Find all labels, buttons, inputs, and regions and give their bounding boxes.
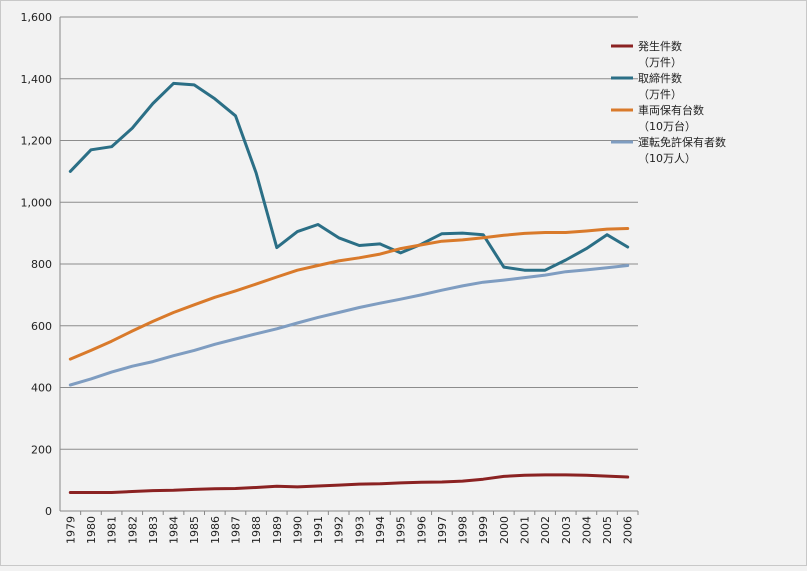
x-tick-label: 1979 [64, 516, 77, 544]
x-tick-label: 1988 [250, 516, 263, 544]
y-tick-label: 200 [31, 443, 52, 456]
x-tick-labels: 1979 1980 1981 1982 1983 1984 1985 1986 1987 1988… [64, 511, 639, 544]
series-lines [68, 81, 630, 494]
x-tick-label: 1980 [85, 516, 98, 544]
x-tick-label: 1984 [168, 516, 181, 544]
legend-label: 車両保有台数 [638, 103, 704, 117]
y-tick-label: 1,400 [21, 73, 53, 86]
x-tick-label: 1983 [147, 516, 160, 544]
x-tick-label: 2003 [560, 516, 573, 544]
y-tick-label: 400 [31, 382, 52, 395]
y-tick-label: 0 [45, 505, 52, 518]
legend-label: （万件） [638, 56, 682, 69]
x-tick-label: 2004 [580, 516, 593, 544]
legend-label: 取締件数 [638, 71, 682, 85]
x-tick-label: 1987 [229, 516, 242, 544]
x-tick-label: 1985 [188, 516, 201, 544]
x-tick-label: 2005 [601, 516, 614, 544]
x-tick-label: 1995 [395, 516, 408, 544]
x-tick-label: 1994 [374, 516, 387, 544]
x-tick-label: 1982 [126, 516, 139, 544]
x-tick-label: 1990 [291, 516, 304, 544]
series-line-4 [68, 264, 630, 387]
x-tick-label: 1986 [209, 516, 222, 544]
series-line-1 [68, 473, 630, 494]
x-tick-label: 1998 [457, 516, 470, 544]
x-tick-label: 1997 [436, 516, 449, 544]
y-tick-label: 1,600 [21, 11, 53, 24]
x-tick-label: 2002 [539, 516, 552, 544]
gridlines [60, 16, 638, 450]
y-tick-labels: 0 200 400 600 800 1,000 1,200 1,400 1,600 [21, 11, 53, 518]
series-line-2 [68, 81, 630, 272]
y-tick-label: 1,000 [21, 196, 53, 209]
y-tick-label: 800 [31, 258, 52, 271]
x-tick-label: 1981 [106, 516, 119, 544]
x-tick-label: 1992 [333, 516, 346, 544]
x-tick-label: 2001 [518, 516, 531, 544]
legend-label: 発生件数 [638, 39, 682, 53]
x-tick-label: 1999 [477, 516, 490, 544]
legend-label: （10万人） [638, 152, 696, 165]
legend: 発生件数 （万件） 取締件数 （万件） 車両保有台数 （10万台） 運転免許保有者数 （10万… [611, 39, 726, 165]
x-tick-label: 1991 [312, 516, 325, 544]
x-tick-label: 2000 [498, 516, 511, 544]
series-line-3 [68, 227, 630, 361]
y-tick-label: 1,200 [21, 135, 53, 148]
legend-label: （万件） [638, 88, 682, 101]
legend-label: （10万台） [638, 119, 696, 133]
x-tick-label: 1989 [271, 516, 284, 544]
y-tick-label: 600 [31, 320, 52, 333]
x-tick-label: 1996 [415, 516, 428, 544]
legend-label: 運転免許保有者数 [638, 135, 726, 149]
x-tick-label: 2006 [622, 516, 635, 544]
x-tick-label: 1993 [353, 516, 366, 544]
